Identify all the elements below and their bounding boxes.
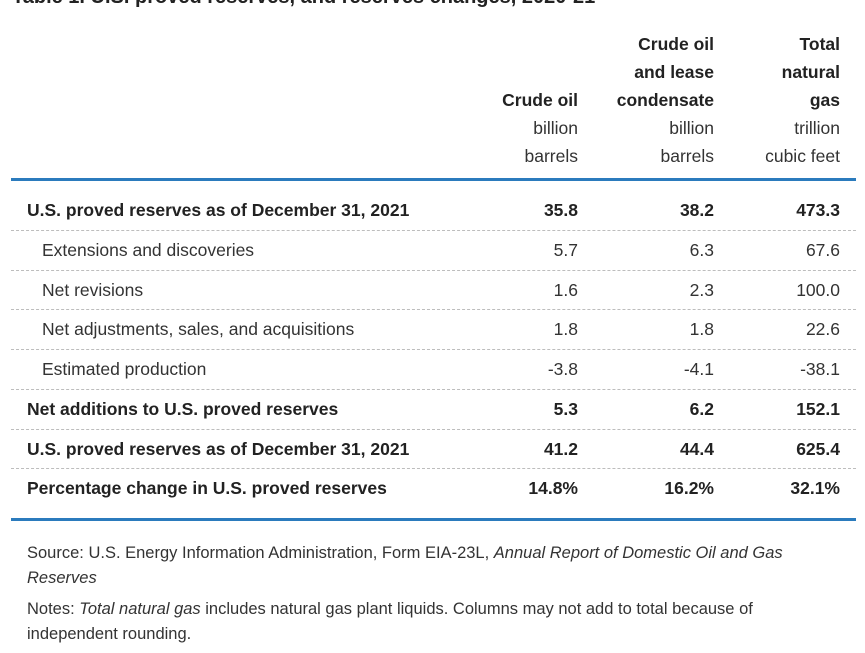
column-header-line: condensate	[616, 90, 714, 110]
table-row: Extensions and discoveries 5.7 6.3 67.6	[11, 231, 856, 271]
row-label: Net additions to U.S. proved reserves	[27, 398, 339, 419]
cell-natural-gas: 625.4	[796, 438, 840, 459]
table-row: Net revisions 1.6 2.3 100.0	[11, 271, 856, 311]
cell-crude-oil-condensate: 44.4	[679, 438, 714, 459]
cell-natural-gas: 152.1	[796, 398, 840, 419]
cell-crude-oil: 5.7	[553, 239, 578, 260]
table-row: U.S. proved reserves as of December 31, …	[11, 430, 856, 470]
cell-crude-oil-condensate: 16.2%	[664, 478, 714, 499]
cell-crude-oil: 1.6	[553, 279, 578, 300]
table-footnotes: Source: U.S. Energy Information Administ…	[27, 541, 827, 653]
table-body: U.S. proved reserves as of December 31, …	[11, 191, 856, 509]
cell-crude-oil-condensate: 1.8	[689, 319, 714, 340]
source-title: Annual Report of Domestic Oil and Gas Re…	[27, 544, 783, 587]
table-top-rule	[11, 178, 856, 181]
notes-term: Total natural gas	[79, 600, 201, 618]
table-row: Net adjustments, sales, and acquisitions…	[11, 310, 856, 350]
cell-natural-gas: 67.6	[805, 239, 840, 260]
cell-natural-gas: 32.1%	[790, 478, 840, 499]
notes-note: Notes: Total natural gas includes natura…	[27, 597, 827, 647]
table-row: Net additions to U.S. proved reserves 5.…	[11, 390, 856, 430]
row-label: U.S. proved reserves as of December 31, …	[27, 438, 410, 459]
column-header-line: Total	[799, 34, 840, 54]
column-unit-line: barrels	[660, 146, 715, 166]
cell-crude-oil-condensate: 6.2	[689, 398, 714, 419]
table-title: Table 1. U.S. proved reserves, and reser…	[12, 0, 595, 9]
column-header-line: gas	[809, 90, 840, 110]
column-header-line: natural	[781, 62, 840, 82]
column-unit-line: billion	[669, 118, 714, 138]
cell-crude-oil-condensate: 6.3	[689, 239, 714, 260]
row-label: Net adjustments, sales, and acquisitions	[42, 319, 355, 340]
column-header-natural-gas: Total natural gas trillion cubic feet	[765, 30, 840, 170]
cell-crude-oil: 5.3	[553, 398, 578, 419]
column-unit-line: trillion	[794, 118, 840, 138]
cell-crude-oil-condensate: -4.1	[683, 359, 714, 379]
cell-crude-oil: 1.8	[553, 319, 578, 340]
table-row: U.S. proved reserves as of December 31, …	[11, 191, 856, 231]
source-note: Source: U.S. Energy Information Administ…	[27, 541, 827, 591]
cell-crude-oil-condensate: 38.2	[679, 200, 714, 220]
table-bottom-rule	[11, 518, 856, 521]
cell-crude-oil: 14.8%	[528, 478, 578, 499]
cell-crude-oil: -3.8	[547, 359, 578, 379]
column-unit-line: billion	[533, 118, 578, 138]
cell-natural-gas: 100.0	[796, 279, 840, 300]
column-header-line: and lease	[634, 62, 714, 82]
cell-natural-gas: 473.3	[796, 200, 840, 220]
cell-crude-oil: 35.8	[543, 200, 578, 220]
column-unit-line: barrels	[524, 146, 579, 166]
cell-crude-oil: 41.2	[543, 438, 578, 459]
notes-label: Notes:	[27, 600, 80, 618]
column-unit-line: cubic feet	[765, 146, 840, 166]
column-header-crude-oil-condensate: Crude oil and lease condensate billion b…	[617, 30, 714, 170]
row-label: Percentage change in U.S. proved reserve…	[27, 478, 387, 499]
cell-natural-gas: -38.1	[800, 359, 840, 379]
row-label: U.S. proved reserves as of December 31, …	[27, 200, 410, 220]
row-label: Extensions and discoveries	[42, 239, 255, 260]
cell-natural-gas: 22.6	[805, 319, 840, 340]
column-header-crude-oil: Crude oil billion barrels	[502, 86, 578, 170]
column-header-line: Crude oil	[638, 34, 714, 54]
source-text: Source: U.S. Energy Information Administ…	[27, 544, 494, 562]
table-row: Estimated production -3.8 -4.1 -38.1	[11, 350, 856, 390]
column-header-line: Crude oil	[502, 90, 578, 110]
row-label: Net revisions	[42, 279, 144, 300]
table-row: Percentage change in U.S. proved reserve…	[11, 469, 856, 509]
row-label: Estimated production	[42, 359, 207, 379]
cell-crude-oil-condensate: 2.3	[689, 279, 714, 300]
